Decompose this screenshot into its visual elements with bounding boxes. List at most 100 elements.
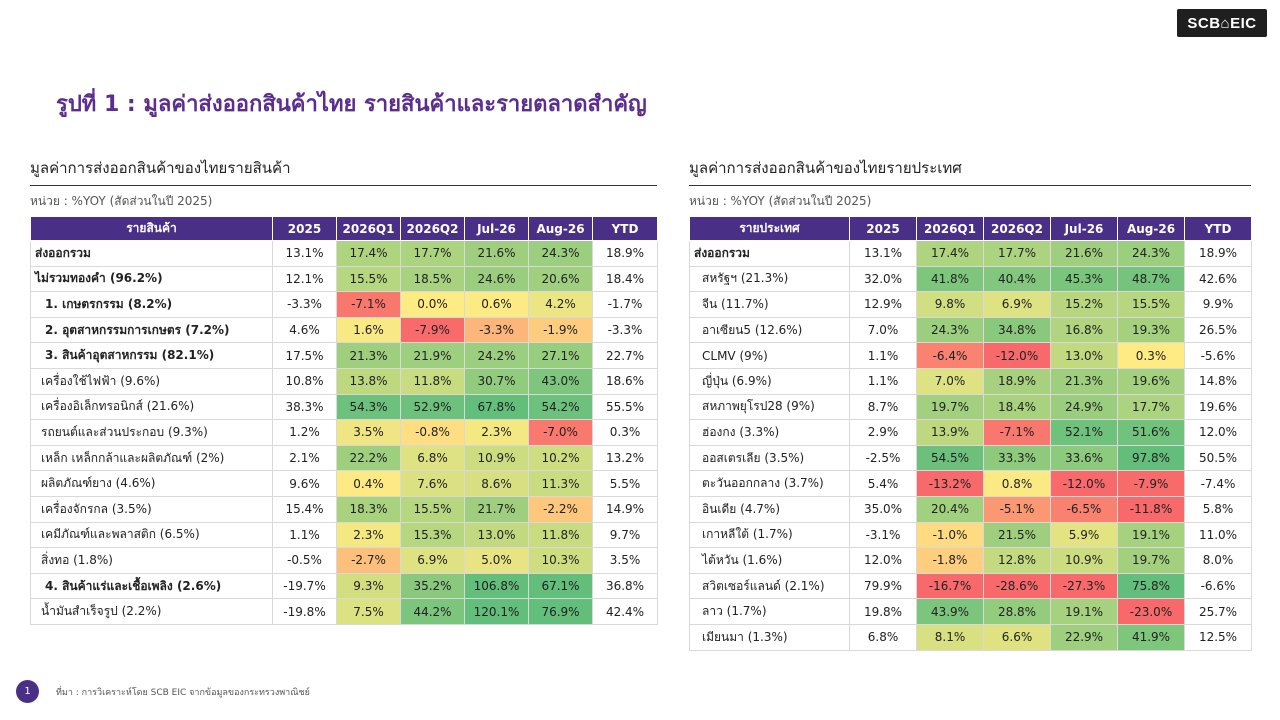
value-cell: 54.2% — [528, 393, 593, 421]
value-cell: 18.3% — [336, 495, 401, 523]
value-cell: 1.1% — [272, 521, 337, 549]
value-cell: 5.8% — [1184, 495, 1252, 523]
table-row: ฮ่องกง (3.3%) 2.9% 13.9% -7.1% 52.1% 51.6% 12.… — [689, 419, 1252, 446]
value-cell: 50.5% — [1184, 444, 1252, 472]
value-cell: 9.8% — [916, 291, 984, 318]
value-cell: 8.6% — [464, 470, 529, 497]
value-cell: 97.8% — [1117, 444, 1185, 472]
table-row: อินเดีย (4.7%) 35.0% 20.4% -5.1% -6.5% -11.8%… — [689, 495, 1252, 523]
value-cell: -1.7% — [592, 291, 658, 318]
value-cell: 17.7% — [400, 240, 465, 267]
value-cell: 15.5% — [400, 495, 465, 523]
left-panel: มูลค่าการส่งออกสินค้าของไทยรายสินค้า หน่… — [30, 156, 658, 625]
value-cell: 0.0% — [400, 291, 465, 318]
value-cell: -7.1% — [983, 419, 1051, 446]
table-row: จีน (11.7%) 12.9% 9.8% 6.9% 15.2% 15.5% 9.9% — [689, 291, 1252, 318]
value-cell: 21.6% — [1050, 240, 1118, 267]
value-cell: 38.3% — [272, 393, 337, 421]
right-panel-unit: หน่วย : %YOY (สัดส่วนในปี 2025) — [689, 194, 872, 208]
value-cell: 0.4% — [336, 470, 401, 497]
value-cell: 6.8% — [849, 623, 917, 651]
value-cell: 12.5% — [1184, 623, 1252, 651]
row-label: เครื่องจักรกล (3.5%) — [30, 495, 273, 523]
value-cell: -19.7% — [272, 572, 337, 600]
value-cell: 13.8% — [336, 367, 401, 395]
value-cell: 43.0% — [528, 367, 593, 395]
row-label: 4. สินค้าแร่และเชื้อเพลิง (2.6%) — [30, 572, 273, 600]
value-cell: 19.6% — [1117, 367, 1185, 395]
value-cell: 20.4% — [916, 495, 984, 523]
table-row: 4. สินค้าแร่และเชื้อเพลิง (2.6%) -19.7% 9.… — [30, 572, 658, 600]
value-cell: 21.3% — [336, 342, 401, 369]
value-cell: 19.7% — [1117, 547, 1185, 574]
row-label: อินเดีย (4.7%) — [689, 495, 850, 523]
value-cell: 15.4% — [272, 495, 337, 523]
value-cell: 10.9% — [1050, 547, 1118, 574]
value-cell: 8.7% — [849, 393, 917, 421]
value-cell: 8.0% — [1184, 547, 1252, 574]
value-cell: 24.3% — [528, 240, 593, 267]
table-row: ตะวันออกกลาง (3.7%) 5.4% -13.2% 0.8% -12.0% -… — [689, 470, 1252, 497]
value-cell: -5.6% — [1184, 342, 1252, 369]
value-cell: 19.3% — [1117, 316, 1185, 344]
value-cell: -7.4% — [1184, 470, 1252, 497]
value-cell: 44.2% — [400, 598, 465, 625]
value-cell: 18.9% — [1184, 240, 1252, 267]
row-label: ไต้หวัน (1.6%) — [689, 547, 850, 574]
value-cell: 67.1% — [528, 572, 593, 600]
row-label: ตะวันออกกลาง (3.7%) — [689, 470, 850, 497]
row-label: เมียนมา (1.3%) — [689, 623, 850, 651]
value-cell: -7.9% — [400, 316, 465, 344]
row-label: น้ำมันสำเร็จรูป (2.2%) — [30, 598, 273, 625]
value-cell: 41.8% — [916, 265, 984, 293]
value-cell: 3.5% — [336, 419, 401, 446]
value-cell: 4.2% — [528, 291, 593, 318]
value-cell: 11.3% — [528, 470, 593, 497]
value-cell: 15.3% — [400, 521, 465, 549]
table-row: เคมีภัณฑ์และพลาสติก (6.5%) 1.1% 2.3% 15.3% 1… — [30, 521, 658, 549]
value-cell: 2.3% — [464, 419, 529, 446]
right-panel: มูลค่าการส่งออกสินค้าของไทยรายประเทศ หน่… — [689, 156, 1252, 651]
value-cell: 4.6% — [272, 316, 337, 344]
value-cell: 54.3% — [336, 393, 401, 421]
table-row: ลาว (1.7%) 19.8% 43.9% 28.8% 19.1% -23.0% 25.7… — [689, 598, 1252, 625]
country-export-table: รายประเทศ 2025 2026Q1 2026Q2 Jul-26 Aug-26 YTD… — [689, 216, 1252, 651]
value-cell: 25.7% — [1184, 598, 1252, 625]
value-cell: -7.9% — [1117, 470, 1185, 497]
right-panel-title: มูลค่าการส่งออกสินค้าของไทยรายประเทศ — [689, 156, 1251, 186]
table-row: ไม่รวมทองคำ (96.2%) 12.1% 15.5% 18.5% 24.6% 2… — [30, 265, 658, 293]
scb-eic-logo: SCB⌂EIC — [1177, 9, 1267, 37]
value-cell: 18.5% — [400, 265, 465, 293]
value-cell: -23.0% — [1117, 598, 1185, 625]
row-label: ออสเตรเลีย (3.5%) — [689, 444, 850, 472]
column-header: Jul-26 — [1050, 216, 1118, 241]
value-cell: 9.9% — [1184, 291, 1252, 318]
value-cell: 11.8% — [528, 521, 593, 549]
value-cell: -6.5% — [1050, 495, 1118, 523]
value-cell: 24.3% — [916, 316, 984, 344]
value-cell: 7.0% — [849, 316, 917, 344]
value-cell: 22.9% — [1050, 623, 1118, 651]
value-cell: -3.1% — [849, 521, 917, 549]
value-cell: 79.9% — [849, 572, 917, 600]
table-row: สิ่งทอ (1.8%) -0.5% -2.7% 6.9% 5.0% 10.3% 3.5% — [30, 547, 658, 574]
value-cell: -7.0% — [528, 419, 593, 446]
value-cell: 19.8% — [849, 598, 917, 625]
value-cell: 19.1% — [1117, 521, 1185, 549]
table-row: สวิตเซอร์แลนด์ (2.1%) 79.9% -16.7% -28.6% -2… — [689, 572, 1252, 600]
column-header: 2026Q1 — [336, 216, 401, 241]
value-cell: 54.5% — [916, 444, 984, 472]
value-cell: 0.3% — [592, 419, 658, 446]
value-cell: 5.5% — [592, 470, 658, 497]
value-cell: 33.3% — [983, 444, 1051, 472]
value-cell: 16.8% — [1050, 316, 1118, 344]
value-cell: 21.5% — [983, 521, 1051, 549]
row-label: สหภาพยุโรป28 (9%) — [689, 393, 850, 421]
value-cell: 26.5% — [1184, 316, 1252, 344]
value-cell: 42.6% — [1184, 265, 1252, 293]
column-header: 2025 — [272, 216, 337, 241]
value-cell: 6.8% — [400, 444, 465, 472]
value-cell: 33.6% — [1050, 444, 1118, 472]
value-cell: 13.9% — [916, 419, 984, 446]
value-cell: 41.9% — [1117, 623, 1185, 651]
